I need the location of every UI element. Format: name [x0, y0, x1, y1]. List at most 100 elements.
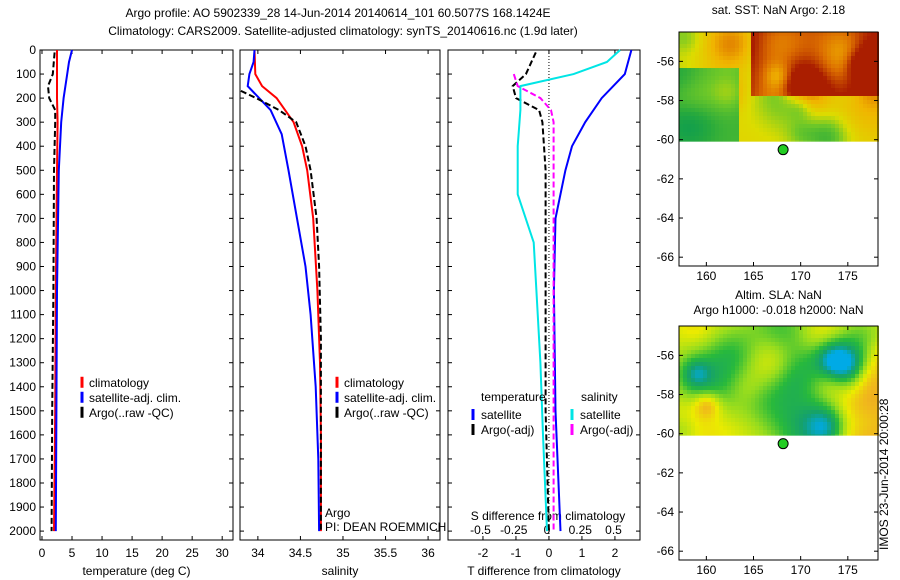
y-tick-label: 1200 — [9, 332, 36, 346]
y-tick-label: 500 — [16, 163, 36, 177]
x-tick-label: 175 — [838, 269, 858, 283]
y-tick-label: -60 — [657, 133, 675, 147]
sla-map-panel: 160 165 170 175 -56 -58 -60 -62 -64 -66 Altim. SLA… — [657, 288, 879, 577]
x-tick-label: 35.5 — [374, 546, 398, 560]
x-axis-label: salinity — [322, 564, 359, 578]
map-subtitle: Argo h1000: -0.018 h2000: NaN — [693, 303, 863, 317]
x-tick-label: 30 — [216, 546, 230, 560]
y-tick-label: 200 — [16, 91, 36, 105]
x-tick-label: 1 — [579, 546, 586, 560]
y-tick-label: 1800 — [9, 476, 36, 490]
y-tick-label: -64 — [657, 211, 675, 225]
legend-heading-temperature: temperature — [481, 390, 546, 404]
sst-map-frame — [678, 31, 879, 267]
temperature-axes-frame — [39, 49, 234, 541]
x-tick-label: 36 — [421, 546, 435, 560]
sst-map-raster — [679, 32, 879, 142]
legend-entry: Argo(..raw -QC) — [89, 406, 174, 420]
y-tick-label: 1000 — [9, 284, 36, 298]
x-tick-label: 2 — [612, 546, 619, 560]
y-tick-label: 1100 — [10, 308, 36, 322]
series-line-argo-raw-qc- — [46, 52, 57, 532]
y-tick-label: -58 — [657, 94, 675, 108]
y-tick-label: 1400 — [9, 380, 36, 394]
salinity-axes-frame — [239, 49, 441, 541]
legend-entry: climatology — [344, 376, 404, 390]
argo-float-marker — [777, 438, 789, 450]
footer-stamp: IMOS 23-Jun-2014 20:00:28 — [877, 398, 891, 550]
series-line-climatology — [53, 50, 59, 532]
y-tick-label: 1700 — [9, 452, 36, 466]
salinity-panel: 34 34.5 35 35.5 36 salinity climatologysatelli… — [239, 49, 446, 578]
y-tick-label: 1500 — [9, 404, 36, 418]
map-title: Altim. SLA: NaN — [735, 288, 822, 302]
series-line-climatology — [253, 49, 322, 532]
x-tick-label: 20 — [155, 546, 169, 560]
map-title: sat. SST: NaN Argo: 2.18 — [712, 3, 846, 17]
y-tick-label: 900 — [16, 259, 36, 273]
legend-entry: Argo(-adj) — [481, 423, 534, 437]
y-tick-label: 100 — [16, 67, 36, 81]
y-tick-label: -62 — [657, 466, 675, 480]
y-tick-label: 1900 — [9, 500, 36, 514]
y-tick-label: -62 — [657, 172, 675, 186]
annotation-pi: PI: DEAN ROEMMICH — [325, 520, 446, 534]
series-line-argo-raw-qc- — [240, 89, 322, 532]
figure-title-line1: Argo profile: AO 5902339_28 14-Jun-2014 … — [125, 6, 550, 20]
x-tick-label: 165 — [743, 563, 763, 577]
figure-title-line2: Climatology: CARS2009. Satellite-adjuste… — [108, 24, 578, 38]
s-tick-label: -0.25 — [500, 523, 528, 537]
series-line-satellite-adj-clim- — [246, 49, 321, 532]
x-tick-label: 25 — [185, 546, 199, 560]
y-tick-label: -56 — [657, 54, 675, 68]
x-tick-label: 34.5 — [289, 546, 313, 560]
x-axis-label: T difference from climatology — [467, 564, 621, 578]
legend-entry: Argo(-adj) — [580, 423, 633, 437]
x-tick-label: 175 — [838, 563, 858, 577]
s-tick-label: 0.25 — [569, 523, 593, 537]
y-tick-label: -58 — [657, 388, 675, 402]
series-line-t-argo-adj- — [511, 51, 550, 532]
series-line-t-satellite — [552, 49, 633, 532]
s-tick-label: -0.5 — [470, 523, 491, 537]
y-tick-label: 1300 — [9, 356, 36, 370]
x-tick-label: 5 — [69, 546, 76, 560]
y-tick-label: 300 — [16, 115, 36, 129]
y-tick-label: -56 — [657, 348, 675, 362]
x-tick-label: 160 — [696, 563, 716, 577]
difference-panel: -2 -1 0 1 2 T difference from climatology -0.5… — [447, 49, 641, 578]
x-tick-label: 170 — [791, 563, 811, 577]
x-tick-label: -2 — [478, 546, 489, 560]
x-tick-label: 34 — [251, 546, 265, 560]
x-tick-label: 165 — [743, 269, 763, 283]
y-tick-label: -66 — [657, 544, 675, 558]
argo-float-marker — [777, 144, 789, 156]
sla-map-raster — [679, 326, 879, 436]
legend-entry: Argo(..raw -QC) — [344, 406, 429, 420]
y-tick-label: 0 — [29, 43, 36, 57]
x-tick-label: 0 — [39, 546, 46, 560]
y-tick-label: -60 — [657, 427, 675, 441]
y-tick-label: 400 — [16, 139, 36, 153]
legend-entry: satellite-adj. clim. — [89, 391, 181, 405]
x-tick-label: 0 — [546, 546, 553, 560]
y-tick-label: 1600 — [9, 428, 36, 442]
y-tick-label: 800 — [16, 235, 36, 249]
y-tick-label: -66 — [657, 250, 675, 264]
legend-entry: satellite — [481, 408, 522, 422]
legend-entry: climatology — [89, 376, 149, 390]
legend-entry: satellite-adj. clim. — [344, 391, 436, 405]
x-tick-label: 35 — [336, 546, 350, 560]
s-tick-label: 0.5 — [605, 523, 622, 537]
x-tick-label: 160 — [696, 269, 716, 283]
legend-heading-salinity: salinity — [581, 390, 618, 404]
x-tick-label: 15 — [125, 546, 139, 560]
annotation-argo: Argo — [325, 506, 351, 520]
y-tick-label: 600 — [16, 187, 36, 201]
temperature-panel: 0100200300400500600700800900100011001200… — [9, 43, 234, 578]
x-tick-label: -1 — [511, 546, 522, 560]
legend-entry: satellite — [580, 408, 621, 422]
y-tick-label: 700 — [16, 211, 36, 225]
sla-map-frame — [678, 325, 879, 561]
